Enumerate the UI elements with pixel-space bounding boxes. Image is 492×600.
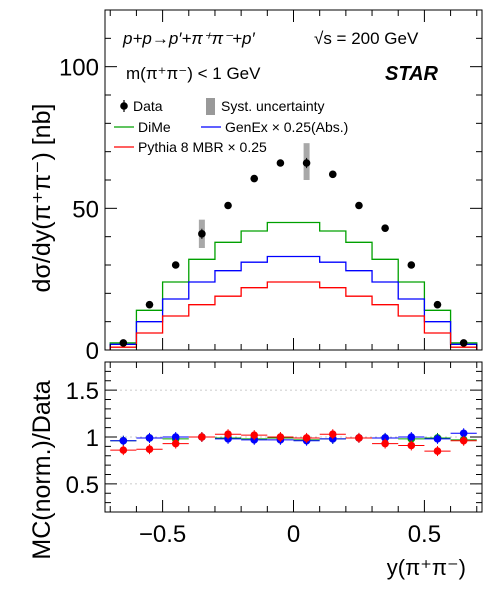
data-point bbox=[433, 300, 442, 309]
ratio-point-pythia bbox=[328, 430, 337, 438]
legend: Data Syst. uncertainty DiMe GenEx × 0.25… bbox=[114, 98, 348, 155]
ratio-point-genex bbox=[407, 433, 416, 441]
ratio-point-pythia bbox=[302, 434, 311, 442]
data-point bbox=[250, 174, 259, 183]
bottom-y-tick-label: 0.5 bbox=[66, 472, 99, 499]
legend-entry-genex: GenEx × 0.25(Abs.) bbox=[201, 119, 348, 135]
legend-data-label: Data bbox=[133, 98, 163, 114]
legend-data-marker bbox=[120, 102, 128, 110]
ratio-point-genex bbox=[145, 434, 154, 442]
legend-entry-syst: Syst. uncertainty bbox=[206, 98, 325, 115]
ratio-point-pythia bbox=[355, 434, 363, 442]
hist-genex bbox=[109, 255, 478, 350]
mass-cut-label: m(π⁺π⁻) < 1 GeV bbox=[126, 64, 261, 83]
ratio-point-pythia bbox=[198, 433, 206, 441]
data-point bbox=[119, 339, 128, 347]
data-point bbox=[302, 159, 311, 167]
hist-pythia bbox=[109, 281, 478, 350]
ratio-point-genex bbox=[171, 433, 180, 441]
ratio-point-genex bbox=[381, 434, 389, 442]
hist-dime bbox=[109, 221, 478, 350]
legend-pythia-label: Pythia 8 MBR × 0.25 bbox=[138, 139, 267, 155]
ratio-point-pythia bbox=[119, 446, 128, 454]
legend-entry-dime: DiMe bbox=[114, 119, 171, 135]
legend-entry-pythia: Pythia 8 MBR × 0.25 bbox=[114, 139, 267, 155]
x-tick-label: −0.5 bbox=[139, 521, 186, 548]
data-point bbox=[276, 159, 285, 167]
legend-genex-label: GenEx × 0.25(Abs.) bbox=[225, 119, 348, 135]
ratio-point-pythia bbox=[276, 433, 285, 441]
data-point bbox=[407, 261, 416, 269]
top-y-tick-label: 50 bbox=[72, 196, 99, 223]
x-tick-label: 0.5 bbox=[408, 521, 441, 548]
bottom-y-tick-label: 1 bbox=[86, 425, 99, 452]
ratio-point-genex bbox=[459, 429, 468, 438]
top-y-tick-label: 0 bbox=[86, 338, 99, 365]
data-point bbox=[145, 300, 154, 309]
ratio-point-pythia bbox=[224, 430, 232, 438]
bottom-y-axis-label: MC(norm.)/Data bbox=[28, 380, 56, 559]
ratio-point-pythia bbox=[407, 441, 416, 450]
top-y-tick-label: 100 bbox=[59, 55, 99, 82]
data-point bbox=[459, 339, 468, 347]
data-point bbox=[198, 230, 206, 238]
ratio-point-pythia bbox=[433, 447, 442, 455]
data-point bbox=[224, 201, 232, 210]
data-point bbox=[171, 261, 180, 269]
process-label: p+p→p′+π⁺π⁻+p′ bbox=[122, 29, 256, 48]
ratio-point-genex bbox=[433, 435, 442, 443]
data-point bbox=[381, 224, 389, 232]
legend-syst-box bbox=[206, 98, 215, 115]
x-axis-label: y(π⁺π⁻) bbox=[387, 555, 466, 580]
legend-syst-label: Syst. uncertainty bbox=[221, 98, 325, 114]
ratio-point-pythia bbox=[145, 445, 154, 453]
ratio-point-genex bbox=[119, 436, 128, 445]
ratio-point-pythia bbox=[171, 439, 180, 448]
ratio-point-pythia bbox=[250, 431, 259, 439]
legend-entry-data: Data bbox=[120, 98, 163, 114]
x-tick-label: 0 bbox=[287, 521, 300, 548]
ratio-point-pythia bbox=[381, 439, 389, 448]
experiment-label: STAR bbox=[385, 63, 439, 85]
data-point bbox=[355, 201, 363, 210]
top-panel-frame bbox=[104, 9, 483, 351]
data-point bbox=[328, 170, 337, 179]
energy-label: √s = 200 GeV bbox=[314, 29, 419, 48]
ratio-point-pythia bbox=[459, 436, 468, 445]
top-y-axis-label: dσ/dy(π⁺π⁻) [nb] bbox=[28, 104, 56, 293]
bottom-y-tick-label: 1.5 bbox=[66, 378, 99, 405]
legend-dime-label: DiMe bbox=[138, 119, 171, 135]
